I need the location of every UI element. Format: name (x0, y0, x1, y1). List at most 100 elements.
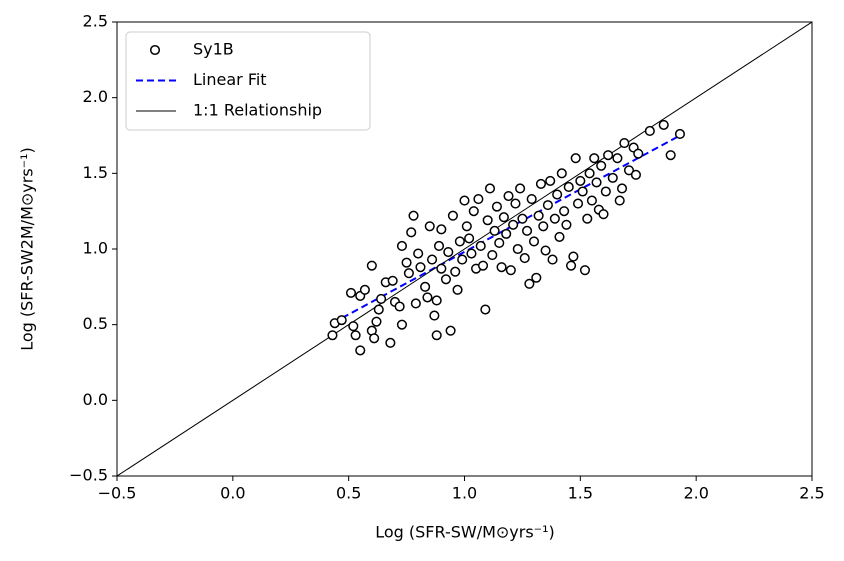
plot-frame (116, 21, 813, 477)
point (452, 284, 463, 295)
y-tick-label: 1.0 (83, 239, 108, 258)
point (533, 210, 544, 221)
point (454, 236, 465, 247)
point (547, 254, 558, 265)
point (575, 175, 586, 186)
point (403, 268, 414, 279)
legend-label: Linear Fit (193, 70, 267, 89)
x-tick-label: 1.0 (452, 484, 477, 503)
point (443, 246, 454, 258)
point (440, 274, 452, 285)
point (519, 253, 530, 264)
point (559, 206, 570, 217)
point (487, 250, 498, 261)
point (561, 219, 572, 230)
point (427, 254, 438, 265)
point (545, 175, 556, 186)
y-tick-label: 2.5 (83, 12, 108, 31)
point (420, 281, 431, 292)
y-tick-label: 2.0 (83, 87, 108, 106)
point (371, 316, 382, 327)
point (630, 169, 641, 180)
x-tick-label: 0.5 (336, 484, 361, 503)
point (350, 330, 361, 341)
point (644, 125, 655, 137)
point (572, 198, 584, 209)
point (480, 304, 491, 315)
point (359, 284, 370, 295)
point (396, 240, 408, 252)
point (596, 160, 607, 171)
point (431, 295, 442, 306)
point (473, 194, 484, 205)
point (665, 150, 676, 161)
point (498, 212, 509, 223)
point (424, 221, 435, 232)
point (612, 153, 623, 164)
point (450, 266, 461, 277)
point (459, 195, 470, 206)
point (633, 148, 644, 159)
point (674, 128, 686, 140)
y-tick-label: −0.5 (69, 466, 108, 485)
point (376, 293, 387, 304)
x-tick-label: −0.5 (98, 484, 137, 503)
y-tick-label: 0.5 (83, 314, 108, 333)
y-tick-label: 1.5 (83, 163, 108, 182)
point (535, 178, 547, 189)
x-tick-label: 1.5 (568, 484, 593, 503)
point (410, 298, 421, 309)
point (413, 248, 424, 259)
point (345, 287, 357, 298)
point (373, 304, 384, 315)
series-line (117, 22, 812, 476)
point (482, 215, 493, 226)
point (603, 150, 614, 161)
point (477, 260, 489, 271)
point (542, 200, 553, 211)
point (549, 213, 560, 224)
point (468, 206, 479, 217)
legend-marker (149, 44, 161, 56)
point (385, 337, 396, 348)
point (394, 301, 405, 312)
point (600, 186, 611, 197)
point (348, 321, 359, 332)
point (415, 262, 426, 273)
point (457, 254, 468, 265)
point (366, 260, 377, 271)
point (524, 278, 535, 289)
point (503, 190, 514, 202)
point (327, 330, 338, 341)
point (517, 213, 528, 224)
point (554, 231, 565, 242)
point (528, 236, 540, 247)
point (568, 251, 579, 262)
point (563, 181, 574, 193)
point (489, 225, 500, 236)
point (484, 183, 496, 194)
point (445, 325, 456, 336)
point (466, 248, 477, 259)
point (461, 221, 472, 232)
point (566, 260, 577, 271)
point (505, 265, 516, 276)
point (431, 330, 442, 341)
point (582, 213, 593, 224)
point (496, 262, 507, 273)
point (556, 168, 567, 179)
point (494, 237, 505, 248)
point (577, 186, 588, 197)
x-tick-label: 0.0 (220, 484, 245, 503)
point (586, 195, 597, 206)
point (401, 257, 412, 268)
point (552, 189, 563, 200)
point (614, 195, 625, 206)
point (436, 263, 447, 274)
point (619, 138, 630, 149)
legend-label: 1:1 Relationship (193, 101, 322, 120)
point (355, 345, 366, 356)
point (508, 219, 519, 230)
point (510, 198, 521, 209)
y-tick-label: 0.0 (83, 390, 108, 409)
